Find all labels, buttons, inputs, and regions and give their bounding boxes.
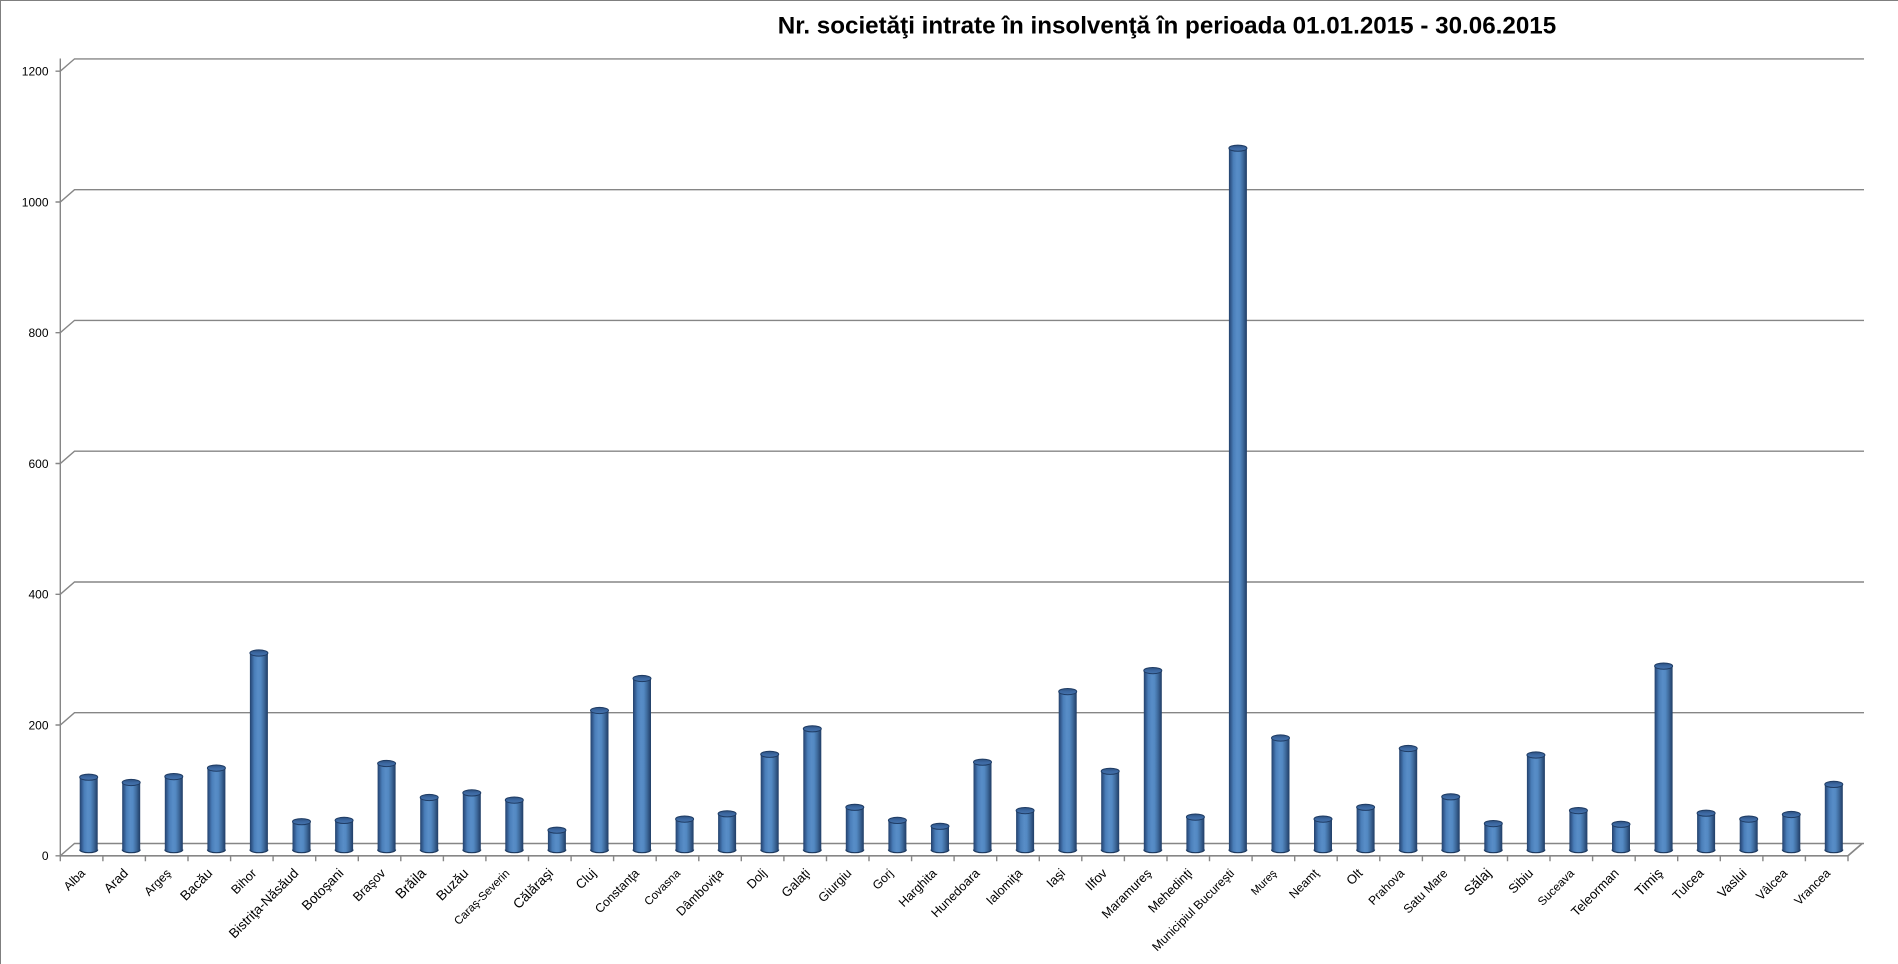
svg-text:Ilfov: Ilfov bbox=[1082, 865, 1110, 893]
svg-text:Ialomiţa: Ialomiţa bbox=[983, 865, 1026, 908]
svg-text:Vrancea: Vrancea bbox=[1791, 866, 1833, 908]
svg-text:1000: 1000 bbox=[22, 195, 49, 209]
svg-text:Braşov: Braşov bbox=[350, 865, 389, 904]
svg-text:Olt: Olt bbox=[1343, 865, 1366, 888]
svg-text:600: 600 bbox=[28, 457, 48, 471]
svg-text:400: 400 bbox=[28, 588, 48, 602]
svg-text:Iaşi: Iaşi bbox=[1043, 865, 1068, 890]
svg-text:Suceava: Suceava bbox=[1535, 867, 1577, 909]
svg-text:Bacău: Bacău bbox=[177, 866, 215, 904]
svg-text:Tulcea: Tulcea bbox=[1669, 865, 1707, 903]
svg-text:Vaslui: Vaslui bbox=[1714, 865, 1749, 900]
svg-text:Argeş: Argeş bbox=[141, 866, 173, 898]
svg-text:Sălaj: Sălaj bbox=[1461, 866, 1495, 900]
svg-text:Buzău: Buzău bbox=[433, 866, 471, 904]
svg-text:Bihor: Bihor bbox=[229, 866, 260, 897]
svg-text:Gorj: Gorj bbox=[870, 866, 896, 892]
svg-text:Municipiul Bucureşti: Municipiul Bucureşti bbox=[1149, 866, 1237, 954]
svg-text:Cluj: Cluj bbox=[572, 865, 599, 892]
svg-text:Galaţi: Galaţi bbox=[778, 865, 813, 900]
svg-text:Neamţ: Neamţ bbox=[1286, 866, 1322, 902]
svg-text:Vâlcea: Vâlcea bbox=[1753, 866, 1790, 903]
svg-text:0: 0 bbox=[42, 849, 49, 863]
svg-text:Alba: Alba bbox=[61, 866, 88, 893]
svg-text:Bistriţa-Năsăud: Bistriţa-Năsăud bbox=[226, 866, 302, 942]
svg-text:200: 200 bbox=[28, 718, 48, 732]
svg-text:Brăila: Brăila bbox=[393, 865, 430, 902]
svg-text:Harghita: Harghita bbox=[896, 866, 940, 910]
svg-text:Timiş: Timiş bbox=[1631, 865, 1665, 899]
svg-text:Dâmboviţa: Dâmboviţa bbox=[674, 866, 727, 919]
svg-text:Dolj: Dolj bbox=[744, 866, 769, 891]
svg-text:Arad: Arad bbox=[101, 866, 131, 896]
svg-text:1200: 1200 bbox=[22, 65, 49, 79]
svg-text:800: 800 bbox=[28, 326, 48, 340]
svg-text:Giurgiu: Giurgiu bbox=[815, 866, 855, 906]
svg-text:Prahova: Prahova bbox=[1366, 866, 1408, 908]
svg-text:Nr. societăţi intrate în insol: Nr. societăţi intrate în insolvenţă în p… bbox=[778, 13, 1556, 40]
svg-text:Mureş: Mureş bbox=[1249, 867, 1280, 898]
svg-text:Constanţa: Constanţa bbox=[592, 866, 642, 916]
svg-text:Sibiu: Sibiu bbox=[1505, 866, 1536, 897]
svg-text:Botoşani: Botoşani bbox=[299, 866, 347, 914]
svg-text:Covasna: Covasna bbox=[642, 867, 683, 908]
svg-text:Călăraşi: Călăraşi bbox=[510, 866, 556, 912]
svg-text:Teleorman: Teleorman bbox=[1568, 866, 1622, 920]
svg-text:Satu Mare: Satu Mare bbox=[1401, 866, 1451, 916]
